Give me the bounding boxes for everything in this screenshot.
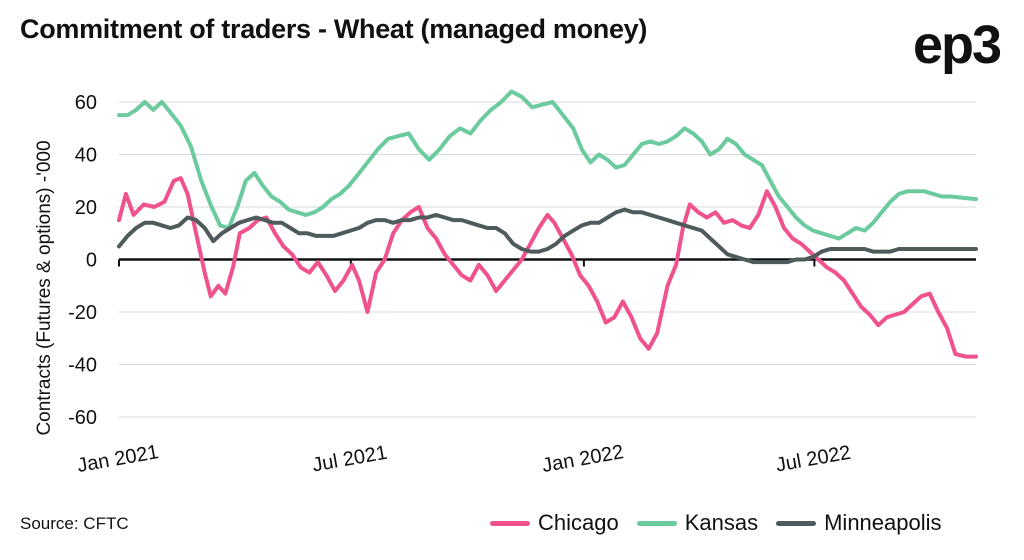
x-tick-label: Jul 2021 (311, 442, 389, 477)
legend-swatch (776, 520, 817, 526)
gridlines (119, 101, 976, 418)
source-note: Source: CFTC (20, 514, 129, 533)
legend-label: Minneapolis (824, 510, 942, 535)
y-tick-label: 60 (75, 92, 97, 114)
legend-swatch (490, 520, 530, 526)
y-tick-labels: 60 40 20 0 -20 -40 -60 (68, 92, 97, 429)
y-axis-label: Contracts (Futures & options) -'000 (34, 140, 55, 435)
series-line-kansas (117, 89, 978, 241)
legend-item-chicago: Chicago (490, 510, 619, 536)
series-lines (117, 89, 978, 359)
legend-label: Kansas (684, 510, 759, 535)
y-tick-label: -60 (68, 407, 97, 429)
chart-title: Commitment of traders - Wheat (managed m… (20, 14, 648, 44)
y-tick-label: 20 (75, 197, 97, 219)
legend-item-minneapolis: Minneapolis (776, 510, 942, 536)
x-tick-label: Jan 2021 (76, 441, 161, 477)
x-tick-label: Jan 2022 (540, 441, 625, 477)
y-tick-label: -40 (68, 355, 97, 377)
series-line-chicago (117, 176, 978, 359)
chart-legend: Chicago Kansas Minneapolis (490, 510, 942, 536)
x-tick-labels: Jan 2021 Jul 2021 Jan 2022 Jul 2022 (76, 259, 852, 477)
y-tick-label: 0 (86, 250, 97, 272)
series-line-minneapolis (117, 207, 978, 265)
brand-logo: ep3 (912, 15, 1002, 75)
y-tick-label: 40 (75, 145, 97, 167)
y-tick-label: -20 (68, 302, 97, 324)
x-tick-label: Jul 2022 (774, 442, 852, 477)
legend-swatch (636, 520, 677, 526)
legend-item-kansas: Kansas (636, 510, 759, 536)
legend-label: Chicago (538, 510, 619, 535)
